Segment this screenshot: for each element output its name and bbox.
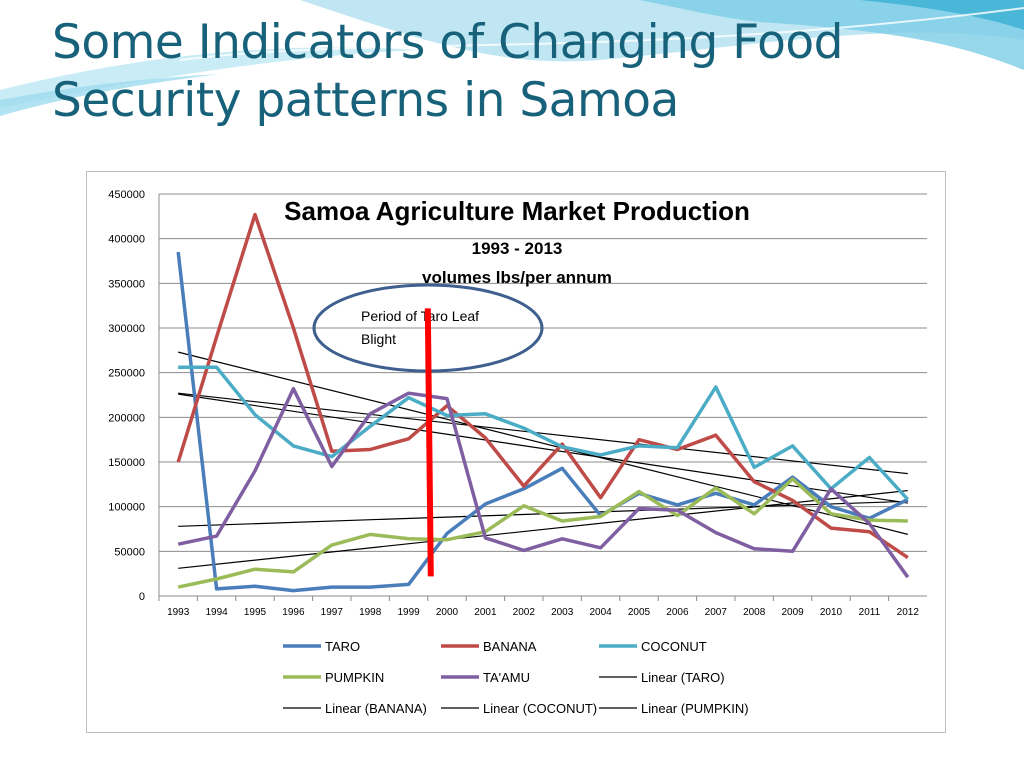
- blight-marker-line: [424, 308, 434, 577]
- x-tick-label: 1998: [359, 607, 382, 618]
- x-tick-label: 2003: [551, 607, 574, 618]
- series-line: [176, 251, 909, 593]
- trendline: [178, 393, 908, 504]
- legend-label: Linear (TARO): [641, 670, 725, 685]
- y-tick-label: 50000: [114, 546, 145, 558]
- blight-annotation-line-2: Blight: [361, 331, 396, 347]
- x-tick-label: 2009: [781, 607, 804, 618]
- y-tick-label: 250000: [108, 368, 145, 380]
- y-tick-label: 450000: [108, 189, 145, 201]
- x-tick-label: 2008: [743, 607, 766, 618]
- x-tick-label: 2010: [820, 607, 843, 618]
- wave-decoration: [860, 0, 1024, 30]
- slide-title: Some Indicators of Changing Food Securit…: [52, 14, 992, 130]
- blight-annotation-line-1: Period of Taro Leaf: [361, 308, 479, 324]
- chart-title: Samoa Agriculture Market Production: [284, 196, 750, 226]
- chart-frame: 0 50000 100000 150000 200000 250000 300000 3500…: [86, 171, 946, 733]
- y-tick-label: 150000: [108, 457, 145, 469]
- x-tick-label: 2001: [474, 607, 497, 618]
- series-line: [176, 212, 909, 560]
- x-tick-label: 2011: [859, 607, 881, 618]
- legend-label: Linear (BANANA): [325, 701, 427, 716]
- y-tick-label: 200000: [108, 412, 145, 424]
- legend-label: BANANA: [483, 639, 537, 654]
- trendline: [178, 392, 908, 475]
- x-tick-label: 2007: [705, 607, 728, 618]
- x-tick-label: 1995: [244, 607, 267, 618]
- x-tick-label: 1999: [397, 607, 420, 618]
- slide-title-line-1: Some Indicators of Changing Food: [52, 15, 843, 70]
- wave-decoration: [640, 0, 1024, 70]
- y-tick-label: 100000: [108, 502, 145, 514]
- wave-line: [179, 7, 1024, 61]
- y-tick-label: 350000: [108, 278, 145, 290]
- wave-decoration: [0, 47, 420, 108]
- chart-subtitle: 1993 - 2013: [472, 239, 563, 258]
- x-tick-label: 1996: [282, 607, 305, 618]
- chart-units: volumes lbs/per annum: [422, 268, 612, 287]
- x-tick-label: 1997: [321, 607, 344, 618]
- series-line: [177, 386, 910, 579]
- legend-label: COCONUT: [641, 639, 707, 654]
- x-tick-label: 2000: [436, 607, 459, 618]
- slide-title-line-2: Security patterns in Samoa: [52, 73, 679, 128]
- legend-label: TARO: [325, 639, 360, 654]
- y-tick-label: 300000: [108, 323, 145, 335]
- series-line: [177, 477, 908, 589]
- x-tick-label: 2002: [513, 607, 536, 618]
- x-tick-label: 2012: [897, 607, 920, 618]
- trendline: [178, 489, 908, 569]
- x-tick-label: 2004: [589, 607, 612, 618]
- wave-decoration: [0, 74, 220, 116]
- y-tick-label: 0: [139, 591, 145, 603]
- x-tick-label: 2006: [666, 607, 689, 618]
- legend-label: TA'AMU: [483, 670, 530, 685]
- x-tick-label: 1994: [205, 607, 228, 618]
- line-chart: 0 50000 100000 150000 200000 250000 300000 3500…: [108, 189, 927, 716]
- x-tick-label: 1993: [167, 607, 190, 618]
- y-tick-label: 400000: [108, 234, 145, 246]
- legend-label: Linear (COCONUT): [483, 701, 597, 716]
- legend-label: PUMPKIN: [325, 670, 384, 685]
- series-line: [178, 365, 910, 501]
- x-tick-label: 2005: [628, 607, 651, 618]
- legend-label: Linear (PUMPKIN): [641, 701, 749, 716]
